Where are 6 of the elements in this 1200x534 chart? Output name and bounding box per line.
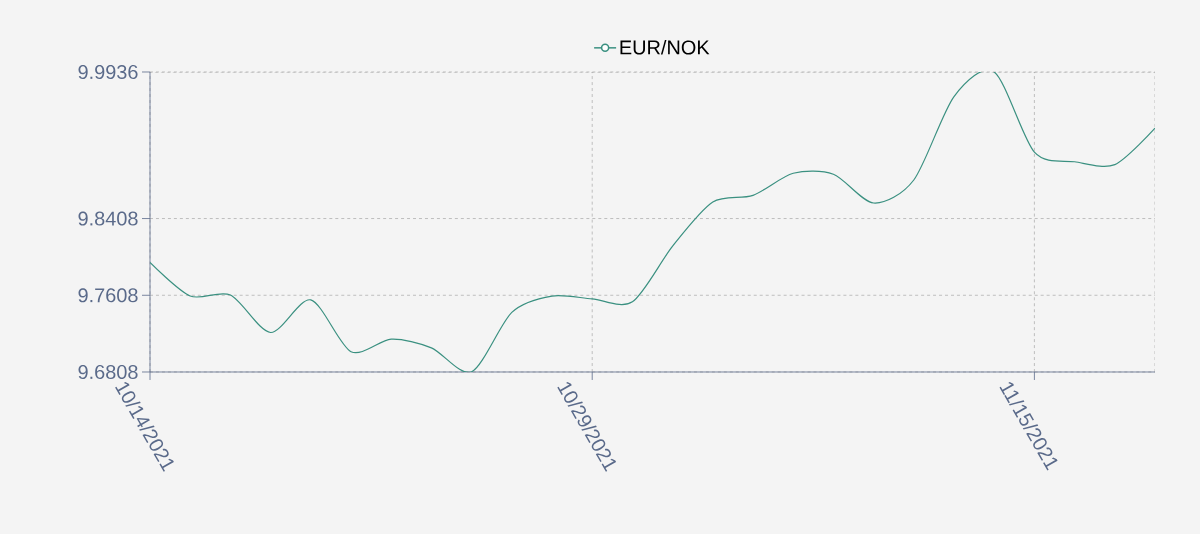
y-tick-label: 9.9936 [78,64,138,80]
line-series [150,72,1155,372]
y-tick-label: 9.6808 [78,364,138,380]
y-tick-label: 9.8408 [78,211,138,226]
y-tick-label: 9.7608 [78,288,138,303]
legend-label: EUR/NOK [620,39,710,55]
